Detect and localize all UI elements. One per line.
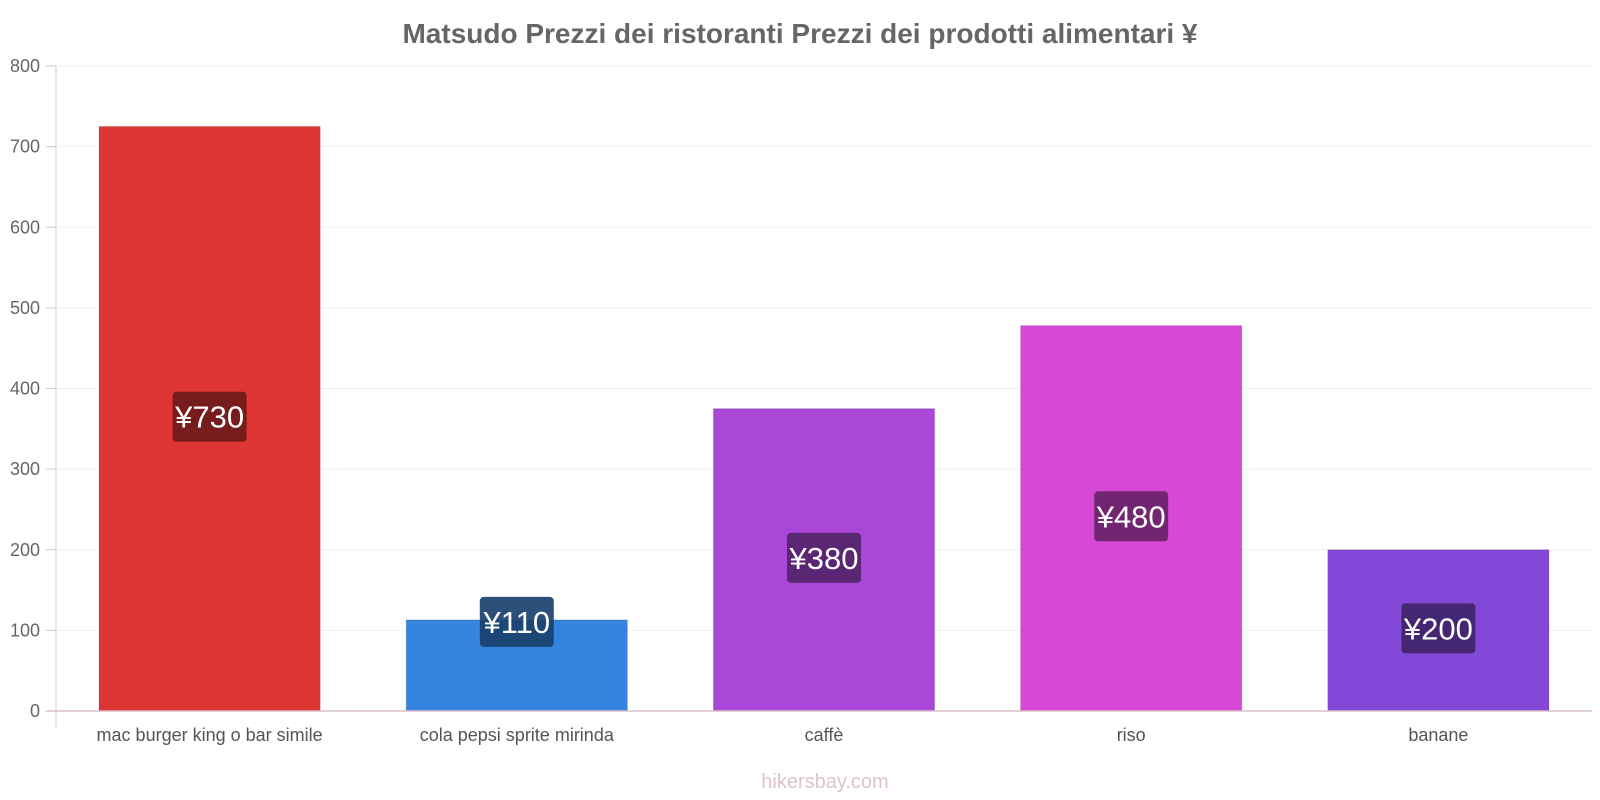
data-label-box bbox=[1401, 603, 1476, 654]
y-tick-label: 200 bbox=[10, 540, 40, 560]
data-label-box bbox=[787, 532, 861, 583]
y-tick-label: 500 bbox=[10, 298, 40, 318]
y-tick-label: 800 bbox=[10, 56, 40, 76]
data-label-box bbox=[172, 391, 247, 442]
y-tick-label: 0 bbox=[30, 701, 40, 721]
data-label-box bbox=[479, 596, 554, 647]
y-axis-ticks: 0 100 200 300 400 500 600 700 800 bbox=[10, 56, 56, 721]
bars bbox=[98, 125, 1550, 712]
chart-title: Matsudo Prezzi dei ristoranti Prezzi dei… bbox=[402, 18, 1197, 49]
data-label: ¥200 bbox=[1403, 611, 1473, 646]
y-tick-label: 700 bbox=[10, 137, 40, 157]
data-label: ¥110 bbox=[482, 605, 550, 640]
data-label: ¥380 bbox=[789, 541, 859, 576]
watermark: hikersbay.com bbox=[761, 771, 888, 793]
data-label: ¥480 bbox=[1096, 499, 1166, 534]
y-tick-label: 100 bbox=[10, 620, 40, 640]
category-label: caffè bbox=[805, 725, 844, 745]
category-label: banane bbox=[1408, 725, 1468, 745]
category-label: mac burger king o bar simile bbox=[97, 725, 323, 745]
y-tick-label: 300 bbox=[10, 459, 40, 479]
category-labels: mac burger king o bar simile cola pepsi s… bbox=[97, 725, 1469, 745]
y-tick-label: 400 bbox=[10, 379, 40, 399]
data-labels: ¥730 ¥110 ¥380 ¥480 ¥200 bbox=[172, 391, 1476, 654]
category-label: cola pepsi sprite mirinda bbox=[420, 725, 615, 745]
data-label-box bbox=[1094, 491, 1169, 542]
data-label: ¥730 bbox=[174, 400, 244, 435]
category-label: riso bbox=[1117, 725, 1146, 745]
y-tick-label: 600 bbox=[10, 217, 40, 237]
